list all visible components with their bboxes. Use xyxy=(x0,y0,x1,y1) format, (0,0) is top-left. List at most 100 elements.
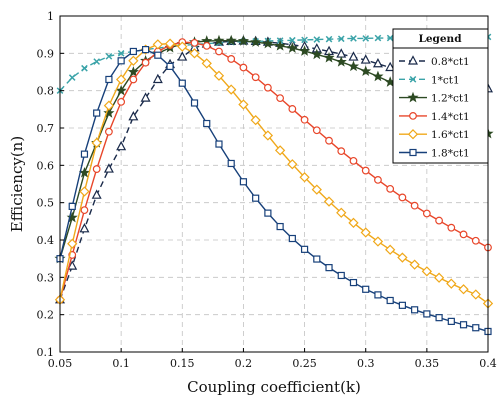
data-point xyxy=(250,36,262,47)
data-point xyxy=(323,51,335,63)
y-tick-label: 0.4 xyxy=(37,234,55,247)
data-point xyxy=(264,209,272,217)
data-point xyxy=(105,75,113,84)
data-point xyxy=(227,55,236,63)
data-point xyxy=(152,39,163,50)
data-point xyxy=(129,75,138,84)
data-point xyxy=(311,184,322,195)
data-point xyxy=(190,38,199,47)
data-point xyxy=(68,74,76,81)
data-point xyxy=(349,156,358,165)
data-point xyxy=(129,47,137,56)
y-tick-label: 0.3 xyxy=(37,271,55,284)
data-point xyxy=(117,50,125,57)
x-tick-label: 0.25 xyxy=(292,357,317,370)
data-point xyxy=(325,35,333,43)
series-line xyxy=(59,40,488,300)
data-point xyxy=(239,178,248,186)
data-point xyxy=(312,126,321,135)
data-point xyxy=(362,35,370,42)
series-1.8*ct1 xyxy=(56,45,492,336)
data-point xyxy=(115,74,127,85)
data-point xyxy=(337,147,346,156)
data-point xyxy=(262,37,274,49)
data-point xyxy=(299,45,311,56)
data-point xyxy=(301,36,308,44)
data-point xyxy=(80,206,89,215)
data-point xyxy=(68,202,76,210)
data-point xyxy=(202,41,211,50)
legend-entry: 1*ct1 xyxy=(399,74,460,86)
data-point xyxy=(472,324,480,332)
data-point xyxy=(103,100,115,111)
legend-label: 1*ct1 xyxy=(431,74,460,86)
data-point xyxy=(422,209,431,218)
data-point xyxy=(117,97,126,106)
data-point xyxy=(115,84,127,96)
data-point xyxy=(435,216,443,225)
y-tick-label: 0.6 xyxy=(37,159,55,172)
data-point xyxy=(313,255,321,263)
data-point xyxy=(386,184,395,193)
data-point xyxy=(337,271,345,280)
legend-label: 1.6*ct1 xyxy=(431,129,470,141)
data-point xyxy=(348,217,359,228)
data-point xyxy=(447,223,456,232)
data-point xyxy=(350,35,357,42)
legend-marker xyxy=(407,129,419,140)
data-point xyxy=(252,194,260,202)
data-point xyxy=(79,186,90,197)
data-point xyxy=(300,115,309,124)
data-point xyxy=(374,175,382,184)
data-point xyxy=(286,42,298,53)
data-point xyxy=(471,236,480,245)
data-point xyxy=(91,189,102,199)
x-tick-label: 0.1 xyxy=(112,357,130,370)
data-point xyxy=(446,278,457,289)
data-point xyxy=(105,127,113,136)
data-point xyxy=(225,34,237,46)
x-axis-label: Coupling coefficient(k) xyxy=(187,378,361,396)
series-1.6*ct1 xyxy=(54,38,494,309)
data-point xyxy=(325,136,333,145)
x-tick-label: 0.05 xyxy=(48,357,73,370)
data-point xyxy=(348,51,359,61)
data-point xyxy=(287,159,298,170)
data-point xyxy=(374,291,382,299)
data-point xyxy=(447,317,455,325)
data-point xyxy=(142,45,150,54)
data-point xyxy=(80,150,89,158)
data-point xyxy=(239,63,248,72)
data-point xyxy=(81,64,88,72)
data-point xyxy=(289,36,296,44)
y-axis-label: Efficiency(n) xyxy=(8,136,26,232)
plot-frame xyxy=(59,15,489,353)
data-point xyxy=(409,259,420,270)
legend-marker xyxy=(409,75,417,83)
data-point xyxy=(103,163,114,173)
data-point xyxy=(201,58,212,69)
legend-title: Legend xyxy=(418,33,462,45)
data-point xyxy=(347,60,360,72)
data-point xyxy=(325,264,333,272)
x-tick-label: 0.3 xyxy=(357,357,375,370)
data-point xyxy=(349,278,358,287)
data-point xyxy=(164,38,176,49)
data-point xyxy=(361,166,370,175)
data-point xyxy=(215,47,223,56)
data-point xyxy=(323,196,335,207)
data-point xyxy=(423,310,431,318)
legend-marker xyxy=(407,91,419,103)
data-point xyxy=(93,109,101,117)
data-point xyxy=(398,301,406,309)
data-point xyxy=(226,84,237,95)
data-point xyxy=(141,58,150,67)
data-point xyxy=(128,55,139,66)
data-point xyxy=(213,34,225,46)
data-point xyxy=(337,35,345,43)
data-point xyxy=(458,284,469,295)
data-point xyxy=(79,223,90,233)
data-point xyxy=(178,79,186,87)
